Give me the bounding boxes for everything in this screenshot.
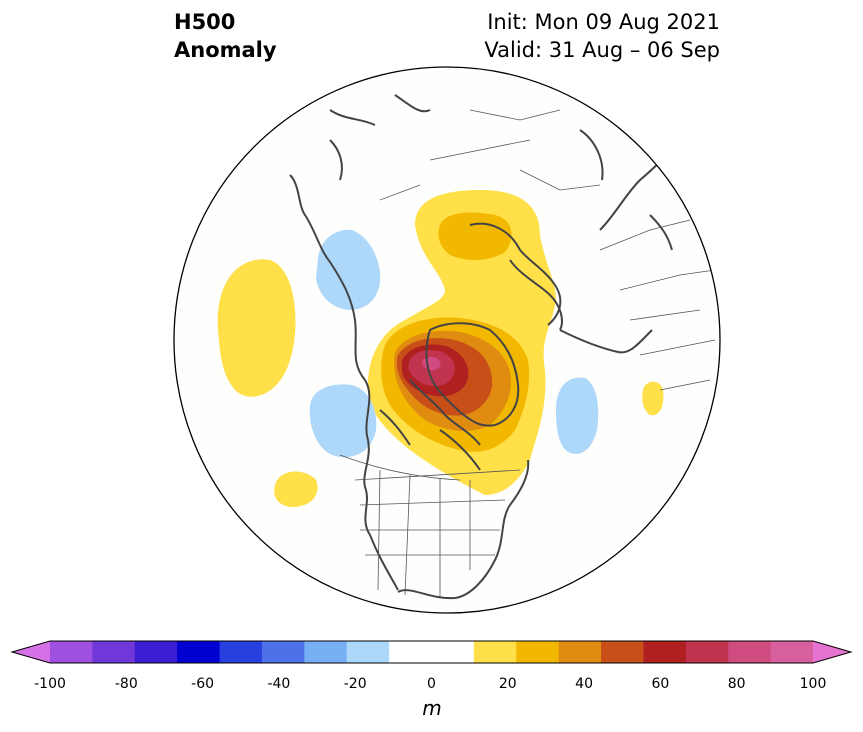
colorbar-outline [10,640,853,664]
colorbar-tick-label: 100 [799,676,827,692]
valid-range: Valid: 31 Aug – 06 Sep [484,38,720,62]
colorbar-segment [92,641,136,663]
init-date: Init: Mon 09 Aug 2021 [487,10,720,34]
colorbar-unit: m [422,696,442,720]
colorbar-tick-label: 0 [427,676,436,692]
colorbar-segment [431,641,475,663]
colorbar-tick-label: -20 [343,676,367,692]
colorbar-segment [601,641,644,663]
colorbar-segment [177,641,221,663]
colorbar-segment [473,641,517,663]
colorbar-extend-low [12,641,50,663]
colorbar-segment [346,641,390,663]
colorbar-extend-high [813,641,851,663]
colorbar-segment [516,641,560,663]
colorbar-tick-label: 60 [651,676,670,692]
colorbar-segment [685,641,729,663]
colorbar-segment [770,641,814,663]
title-block-right: Init: Mon 09 Aug 2021 Valid: 31 Aug – 06… [484,8,720,64]
map-boundary [173,66,721,614]
colorbar-tick-label: -80 [114,676,138,692]
colorbar-segment [643,641,687,663]
coastlines [289,94,673,600]
colorbar-segment [261,641,305,663]
colorbar [10,640,853,664]
colorbar-tick-label: -100 [34,676,66,692]
colorbar-segment [389,641,432,663]
polar-map [173,66,721,614]
colorbar-segment [304,641,348,663]
title-block-left: H500 Anomaly [174,8,277,64]
anomaly-negative-20 [309,229,599,458]
colorbar-tick-label: -40 [267,676,291,692]
colorbar-tick-label: -60 [191,676,215,692]
colorbar-tick-label: 40 [575,676,594,692]
colorbar-tick-label: 20 [498,676,517,692]
colorbar-segment [50,641,93,663]
title-field: Anomaly [174,38,277,62]
country-borders [339,109,716,598]
colorbar-segment [134,641,178,663]
title-variable: H500 [174,10,236,34]
colorbar-segment [728,641,772,663]
colorbar-segment [558,641,602,663]
colorbar-tick-label: 80 [727,676,746,692]
colorbar-segment [219,641,263,663]
